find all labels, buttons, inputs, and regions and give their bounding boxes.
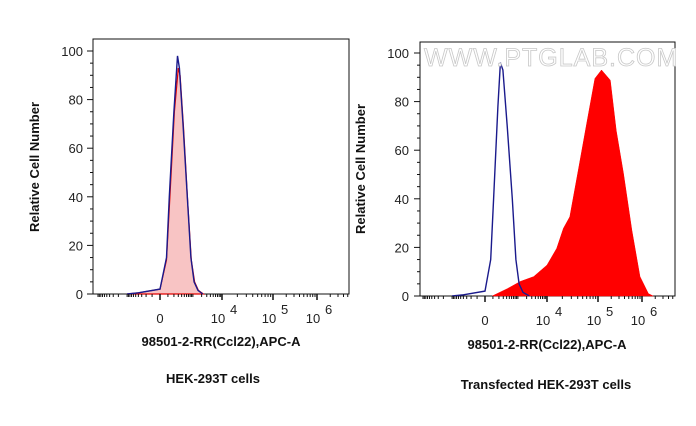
x-tick-exponent: 5 xyxy=(606,304,613,319)
y-tick-label: 60 xyxy=(69,141,83,156)
histogram-area-series-0 xyxy=(492,69,654,297)
x-tick-label: 10 xyxy=(262,311,276,326)
histogram-line-series-1 xyxy=(452,62,530,297)
y-tick-label: 0 xyxy=(402,289,409,304)
x-tick-exponent: 6 xyxy=(325,302,332,317)
x-tick-label: 0 xyxy=(156,311,163,326)
y-tick-label: 60 xyxy=(395,143,409,158)
x-tick-label: 10 xyxy=(536,313,550,328)
y-tick-label: 40 xyxy=(69,190,83,205)
x-axis-title-right: 98501-2-RR(Ccl22),APC-A xyxy=(468,337,628,352)
x-axis-title-left: 98501-2-RR(Ccl22),APC-A xyxy=(142,334,302,349)
y-tick-label: 20 xyxy=(69,238,83,253)
x-tick-exponent: 5 xyxy=(281,302,288,317)
x-tick-label: 10 xyxy=(211,311,225,326)
histogram-panel-transfected: 0 20 40 60 80 100 0 10 4 10 5 10 6 xyxy=(387,41,676,328)
x-tick-exponent: 4 xyxy=(555,304,562,319)
x-tick-label: 10 xyxy=(631,313,645,328)
y-tick-label: 100 xyxy=(61,44,83,59)
y-tick-label: 80 xyxy=(69,93,83,108)
x-tick-label: 10 xyxy=(587,313,601,328)
panel-title-left: HEK-293T cells xyxy=(166,371,260,386)
y-tick-label: 40 xyxy=(395,192,409,207)
y-axis-title-left: Relative Cell Number xyxy=(27,102,42,232)
x-tick-label: 0 xyxy=(481,313,488,328)
histogram-panel-hek293t: 0 20 40 60 80 100 0 10 4 10 5 10 6 xyxy=(61,38,350,326)
watermark: WWW.PTGLAB.COM xyxy=(424,44,678,72)
y-tick-label: 80 xyxy=(395,95,409,110)
y-tick-label: 100 xyxy=(387,46,409,61)
panel-title-right: Transfected HEK-293T cells xyxy=(461,377,632,392)
y-tick-label: 20 xyxy=(395,240,409,255)
x-tick-label: 10 xyxy=(306,311,320,326)
y-tick-label: 0 xyxy=(76,287,83,302)
histogram-line-series-1 xyxy=(127,55,204,295)
y-axis-title-right: Relative Cell Number xyxy=(353,104,368,234)
x-tick-exponent: 4 xyxy=(230,302,237,317)
plot-frame xyxy=(92,38,350,295)
x-tick-exponent: 6 xyxy=(650,304,657,319)
